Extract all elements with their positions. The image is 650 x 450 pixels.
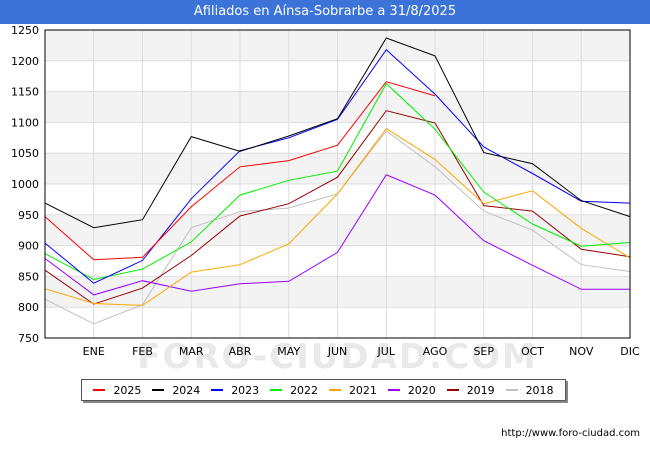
y-tick-label: 1150 [11, 86, 39, 99]
chart-title: Afiliados en Aínsa-Sobrarbe a 31/8/2025 [0, 0, 650, 24]
y-tick-label: 1100 [11, 116, 39, 129]
y-tick-label: 1000 [11, 178, 39, 191]
x-tick-label: ABR [229, 345, 252, 358]
legend-item-2024: 2024 [152, 384, 200, 397]
legend-swatch [93, 389, 106, 391]
y-tick-label: 900 [18, 240, 39, 253]
x-tick-label: NOV [569, 345, 594, 358]
y-tick-label: 800 [18, 301, 39, 314]
legend-label: 2023 [231, 383, 260, 397]
legend-label: 2019 [466, 383, 495, 397]
x-tick-label: MAY [277, 345, 300, 358]
legend-item-2023: 2023 [211, 384, 259, 397]
y-tick-label: 1050 [11, 147, 39, 160]
legend-swatch [152, 389, 165, 391]
series-line-2022 [44, 82, 631, 281]
series-line-2021 [44, 127, 631, 306]
x-tick-label: OCT [521, 345, 544, 358]
legend-swatch [328, 389, 341, 391]
series-line-2019 [44, 110, 631, 305]
x-tick-label: DIC [620, 345, 640, 358]
legend-label: 2020 [407, 383, 436, 397]
x-axis-tick-labels: ENE FEB MAR ABR MAY JUN JUL AGO SEP OCT NOV DIC [83, 345, 640, 358]
legend-swatch [446, 389, 459, 391]
legend-label: 2024 [172, 383, 201, 397]
y-tick-label: 950 [18, 209, 39, 222]
legend-swatch [387, 389, 400, 391]
y-tick-label: 1250 [11, 24, 39, 37]
legend-swatch [505, 389, 518, 391]
x-tick-label: FEB [132, 345, 153, 358]
legend-item-2022: 2022 [270, 384, 318, 397]
x-tick-label: ENE [83, 345, 105, 358]
legend-swatch [211, 389, 224, 391]
series-line-2025 [44, 81, 436, 261]
legend-swatch [270, 389, 283, 391]
x-tick-label: SEP [473, 345, 494, 358]
watermark: FORO-CIUDAD.COM [137, 337, 538, 377]
legend-item-2021: 2021 [328, 383, 377, 397]
series-line-2023 [44, 48, 631, 284]
plot-frame [44, 29, 631, 339]
x-tick-label: MAR [179, 345, 204, 358]
legend-label: 2022 [290, 383, 319, 397]
source-url: http://www.foro-ciudad.com [501, 428, 640, 439]
legend-item-2019: 2019 [446, 383, 495, 397]
series-line-2020 [44, 174, 630, 296]
y-tick-label: 1200 [11, 55, 39, 68]
legend-label: 2018 [525, 383, 554, 397]
x-tick-label: JUN [327, 345, 348, 358]
y-tick-label: 750 [18, 332, 39, 345]
y-axis-tick-labels: 750 800 850 900 950 1000 1050 1100 1150 1200 1250 [11, 24, 39, 345]
legend-item-2020: 2020 [387, 383, 436, 397]
series-lines [44, 37, 631, 325]
x-tick-label: AGO [423, 345, 448, 358]
series-line-2024 [44, 37, 631, 229]
x-tick-label: JUL [377, 345, 396, 358]
legend-item-2025: 2025 [93, 384, 141, 397]
legend-label: 2025 [113, 383, 142, 397]
y-tick-label: 850 [18, 270, 39, 283]
legend-label: 2021 [348, 383, 377, 397]
legend: 2025 2024 2023 2022 2021 2020 2019 2018 [81, 379, 566, 401]
legend-item-2018: 2018 [505, 383, 554, 397]
